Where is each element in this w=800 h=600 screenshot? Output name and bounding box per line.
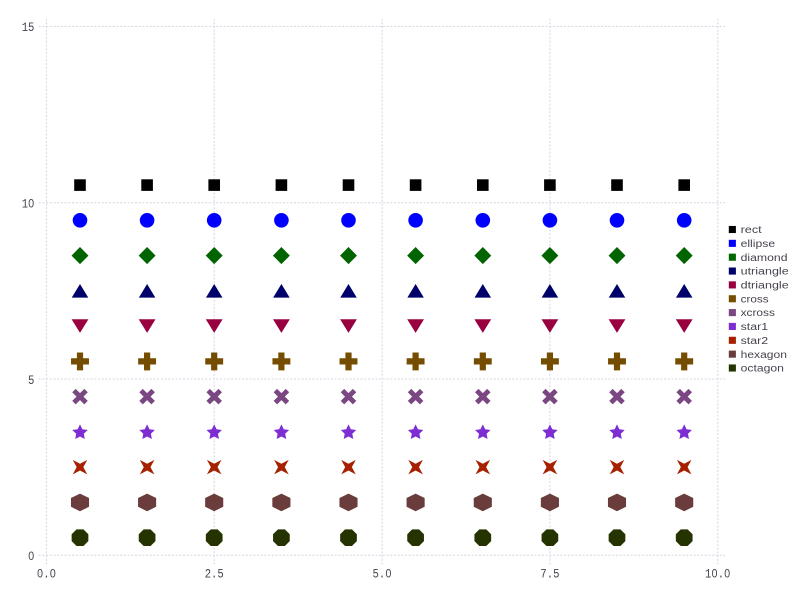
svg-text:10.0: 10.0 bbox=[705, 568, 730, 582]
svg-text:ellipse: ellipse bbox=[741, 239, 776, 250]
svg-text:7.5: 7.5 bbox=[540, 568, 559, 582]
svg-text:xcross: xcross bbox=[741, 308, 775, 319]
svg-text:star2: star2 bbox=[741, 336, 769, 347]
svg-text:0.0: 0.0 bbox=[37, 568, 56, 582]
svg-text:cross: cross bbox=[741, 294, 769, 305]
svg-text:5: 5 bbox=[28, 374, 34, 388]
svg-text:utriangle: utriangle bbox=[741, 267, 790, 278]
svg-text:10: 10 bbox=[22, 198, 35, 212]
svg-text:star1: star1 bbox=[741, 322, 769, 333]
svg-text:dtriangle: dtriangle bbox=[741, 281, 790, 292]
svg-text:hexagon: hexagon bbox=[741, 350, 787, 361]
svg-text:rect: rect bbox=[741, 225, 762, 236]
svg-text:octagon: octagon bbox=[741, 364, 784, 375]
svg-text:diamond: diamond bbox=[741, 253, 788, 264]
svg-text:15: 15 bbox=[22, 21, 35, 35]
svg-text:5.0: 5.0 bbox=[373, 568, 392, 582]
svg-text:2.5: 2.5 bbox=[205, 568, 224, 582]
